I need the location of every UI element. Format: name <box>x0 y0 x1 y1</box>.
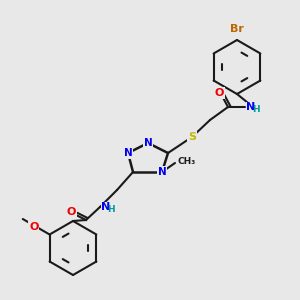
Text: N: N <box>124 148 132 158</box>
Text: O: O <box>29 221 38 232</box>
Text: N: N <box>158 167 166 177</box>
Text: O: O <box>214 88 224 98</box>
Text: N: N <box>101 202 110 212</box>
Text: CH₃: CH₃ <box>178 158 196 166</box>
Text: S: S <box>188 132 196 142</box>
Text: N: N <box>246 102 255 112</box>
Text: H: H <box>252 106 260 115</box>
Text: H: H <box>107 206 115 214</box>
Text: N: N <box>144 138 152 148</box>
Text: O: O <box>66 207 76 217</box>
Text: Br: Br <box>230 24 244 34</box>
